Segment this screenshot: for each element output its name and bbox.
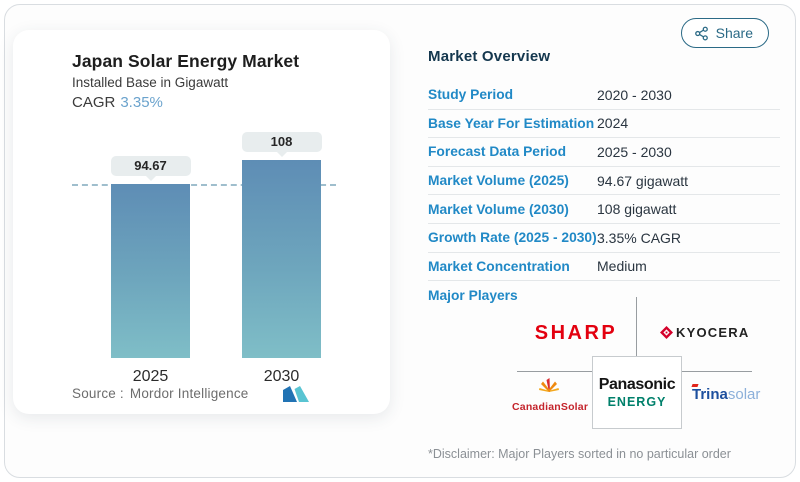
overview-row: Growth Rate (2025 - 2030) 3.35% CAGR <box>428 224 780 253</box>
overview-row: Study Period 2020 - 2030 <box>428 81 780 110</box>
reference-dashed-line <box>72 184 336 187</box>
chart-card: Japan Solar Energy Market Installed Base… <box>13 30 390 414</box>
share-button[interactable]: Share <box>680 18 769 48</box>
org-chart-vertical-line <box>636 297 637 356</box>
cagr-value: 3.35% <box>120 94 163 111</box>
source-name: Mordor Intelligence <box>129 386 249 401</box>
overview-row-value: 2025 - 2030 <box>597 143 672 160</box>
panasonic-energy-logo: Panasonic ENERGY <box>592 356 682 429</box>
disclaimer-text: *Disclaimer: Major Players sorted in no … <box>428 447 731 461</box>
overview-row-label: Market Volume (2030) <box>428 201 569 217</box>
bar-2030 <box>242 160 321 358</box>
overview-row-label: Market Concentration <box>428 258 570 274</box>
overview-heading: Market Overview <box>428 48 551 65</box>
overview-row: Forecast Data Period 2025 - 2030 <box>428 138 780 167</box>
bar-2025 <box>111 184 190 358</box>
trinasolar-logo: Trinasolar <box>692 386 760 403</box>
major-players-label: Major Players <box>428 288 518 303</box>
panasonic-name: Panasonic <box>598 376 676 393</box>
chart-subtitle: Installed Base in Gigawatt <box>72 75 229 90</box>
kyocera-mark-icon <box>660 326 673 339</box>
canadiansolar-name: CanadianSolar <box>512 401 589 413</box>
overview-row: Market Volume (2030) 108 gigawatt <box>428 195 780 224</box>
kyocera-name: KYOCERA <box>676 325 750 340</box>
overview-row: Market Volume (2025) 94.67 gigawatt <box>428 167 780 196</box>
share-label: Share <box>715 25 753 41</box>
overview-row-label: Market Volume (2025) <box>428 173 569 189</box>
trina-sub: solar <box>727 386 761 403</box>
x-tick-2025: 2025 <box>132 368 169 385</box>
panasonic-energy-sub: ENERGY <box>607 395 667 409</box>
overview-row-label: Forecast Data Period <box>428 144 567 160</box>
overview-row-value: 94.67 gigawatt <box>597 172 689 189</box>
trina-name: Trina <box>692 386 728 403</box>
x-tick-2030: 2030 <box>263 368 300 385</box>
overview-row-value: 108 gigawatt <box>597 201 677 218</box>
canadiansolar-logo: CanadianSolar <box>512 376 589 413</box>
source-row: Source : Mordor Intelligence <box>72 386 249 401</box>
data-label-2030: 108 <box>241 132 322 157</box>
kyocera-logo: KYOCERA <box>660 325 749 340</box>
data-label-2025: 94.67 <box>110 156 191 182</box>
share-nodes-icon <box>694 26 708 40</box>
overview-row-label: Study Period <box>428 87 514 103</box>
source-label: Source : <box>72 386 124 401</box>
overview-row-label: Growth Rate (2025 - 2030) <box>428 230 597 246</box>
bar-chart: 94.67 2025 108 2030 <box>13 30 390 414</box>
overview-table: Study Period 2020 - 2030 Base Year For Est… <box>428 81 780 282</box>
overview-row-value: 2024 <box>597 115 629 132</box>
overview-row: Market Concentration Medium <box>428 253 780 282</box>
mordor-intelligence-logo-icon <box>283 386 309 402</box>
sharp-logo: SHARP <box>534 322 618 344</box>
overview-row-value: 2020 - 2030 <box>597 86 672 103</box>
overview-panel: Share Market Overview Study Period 2020 -… <box>416 0 792 482</box>
chart-cagr: CAGR 3.35% <box>72 94 163 111</box>
overview-row-label: Base Year For Estimation <box>428 115 595 131</box>
canadiansolar-sun-icon <box>539 378 559 392</box>
overview-row: Base Year For Estimation 2024 <box>428 110 780 139</box>
chart-title: Japan Solar Energy Market <box>72 51 300 71</box>
cagr-label: CAGR <box>72 94 116 111</box>
overview-row-value: 3.35% CAGR <box>597 229 682 246</box>
overview-row-value: Medium <box>597 258 647 275</box>
